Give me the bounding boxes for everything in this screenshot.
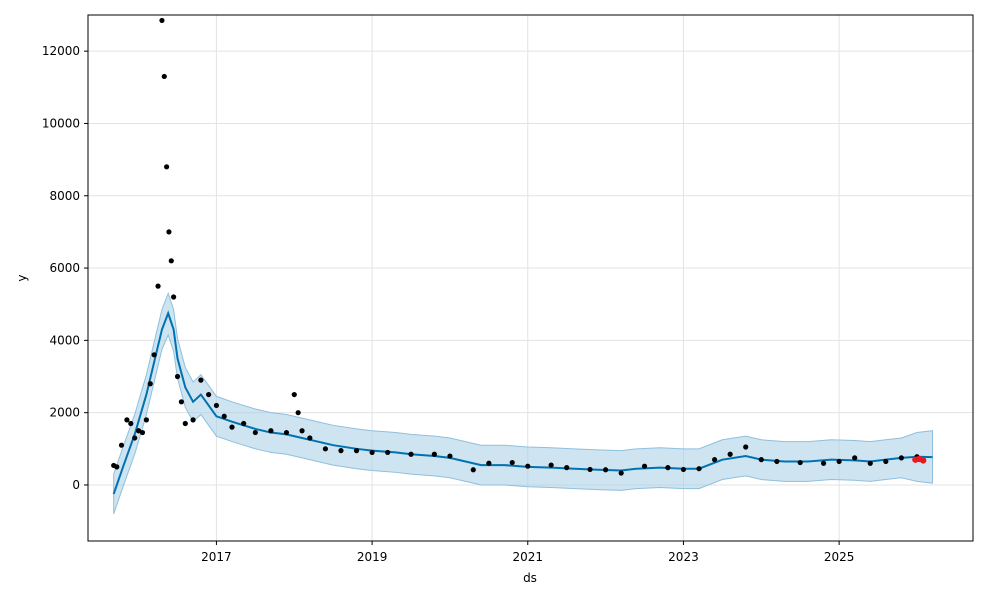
observed-point <box>168 258 174 264</box>
x-tick-label: 2025 <box>824 550 855 564</box>
observed-point <box>618 470 624 476</box>
observed-point <box>509 459 515 466</box>
observed-point <box>155 283 161 289</box>
y-axis-ticks: 0 2000 4000 6000 8000 10000 12000 <box>42 44 88 492</box>
x-tick-label: 2017 <box>201 550 232 564</box>
observed-point <box>774 458 780 465</box>
y-tick-label: 2000 <box>49 406 80 420</box>
observed-point <box>680 466 687 473</box>
y-axis-label: y <box>15 274 29 281</box>
observed-point <box>291 391 297 398</box>
observed-point <box>128 420 134 427</box>
x-tick-label: 2019 <box>357 550 388 564</box>
observed-point <box>696 466 702 472</box>
forecast-line <box>112 310 933 495</box>
observed-point <box>299 428 305 434</box>
observed-point <box>229 424 235 430</box>
observed-point <box>198 377 204 383</box>
observed-point <box>353 448 360 454</box>
x-tick-label: 2023 <box>668 550 699 564</box>
observed-point <box>852 455 858 461</box>
observed-point <box>431 451 437 457</box>
observed-point <box>564 465 570 471</box>
observed-point <box>178 399 185 405</box>
observed-point <box>385 449 391 456</box>
highlight-point <box>919 457 927 464</box>
observed-point <box>641 463 648 469</box>
x-axis-ticks: 2017 2019 2021 2023 2025 <box>201 541 854 564</box>
observed-point <box>135 428 142 434</box>
observed-point <box>898 455 904 461</box>
y-tick-label: 6000 <box>49 261 80 275</box>
observed-point <box>143 417 149 423</box>
observed-point <box>147 381 153 387</box>
observed-point <box>603 467 609 473</box>
plot-frame <box>87 14 974 542</box>
x-tick-label: 2021 <box>513 550 544 564</box>
y-tick-label: 8000 <box>49 189 80 203</box>
observed-point <box>322 446 329 452</box>
observed-point <box>486 460 492 466</box>
observed-point <box>665 465 671 471</box>
observed-point <box>182 420 188 427</box>
observed-point <box>338 448 344 454</box>
observed-point <box>711 457 718 463</box>
observed-point <box>174 373 181 380</box>
observed-point <box>213 402 220 409</box>
observed-point <box>447 453 453 459</box>
observed-point <box>164 164 170 170</box>
observed-point <box>118 442 125 448</box>
forecast-line-group <box>112 310 933 495</box>
observed-point <box>206 391 212 398</box>
observed-point <box>268 428 274 434</box>
observed-point <box>525 463 531 469</box>
observed-point <box>369 449 375 456</box>
observed-point <box>283 429 290 436</box>
observed-point <box>295 410 301 416</box>
observed-point <box>408 451 414 457</box>
observed-point <box>161 73 167 80</box>
observed-point <box>727 451 733 457</box>
observed-point <box>820 460 827 466</box>
observed-point <box>836 458 842 465</box>
observed-point <box>132 435 138 441</box>
observed-point <box>159 17 165 24</box>
observed-point <box>797 459 803 466</box>
y-tick-label: 0 <box>72 478 80 492</box>
observed-point <box>867 460 873 466</box>
y-tick-label: 12000 <box>42 44 80 58</box>
observed-point <box>758 457 764 463</box>
highlight-points <box>912 455 927 464</box>
observed-point <box>252 429 258 436</box>
y-tick-label: 10000 <box>42 116 80 130</box>
observed-point <box>114 464 120 470</box>
observed-point <box>241 420 247 427</box>
observed-point <box>151 352 157 358</box>
x-axis-label: ds <box>523 571 537 585</box>
observed-point <box>166 229 172 235</box>
y-tick-label: 4000 <box>49 333 80 347</box>
observed-point <box>470 467 476 473</box>
observed-points <box>111 17 920 476</box>
observed-point <box>171 294 177 300</box>
observed-point <box>548 462 554 468</box>
observed-point <box>587 466 593 473</box>
observed-point <box>139 429 146 436</box>
observed-point <box>190 417 196 423</box>
observed-point <box>221 413 227 419</box>
observed-point <box>883 458 889 465</box>
observed-point <box>124 417 130 423</box>
observed-point <box>743 444 749 450</box>
observed-point <box>307 435 313 441</box>
